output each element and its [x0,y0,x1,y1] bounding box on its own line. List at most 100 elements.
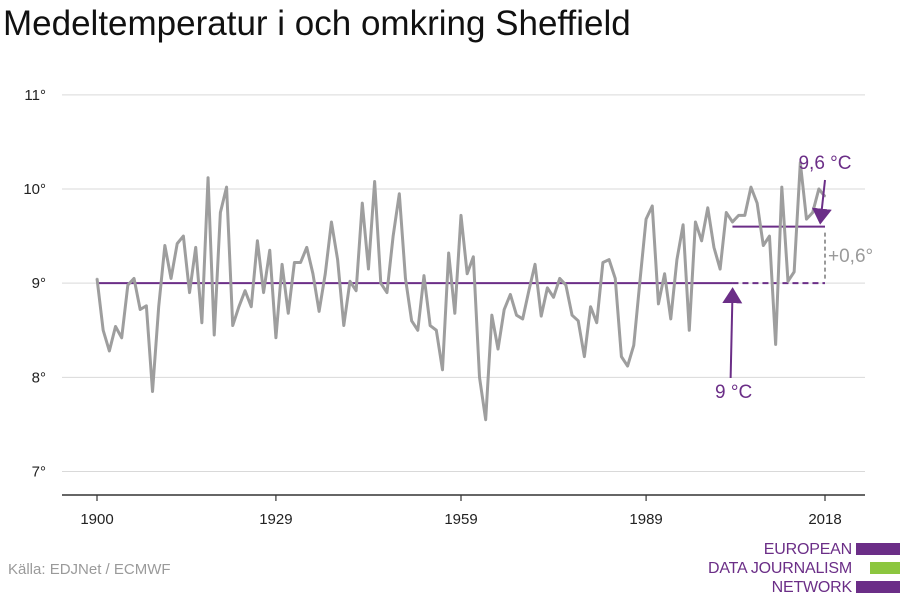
data-point-1905 [127,284,129,286]
data-point-1930 [281,263,283,266]
data-point-1986 [626,365,629,367]
data-point-2010 [774,343,777,346]
data-point-1968 [515,314,518,316]
data-point-1977 [571,314,573,316]
data-point-1965 [497,348,499,350]
data-point-1962 [478,376,481,379]
x-tick-label-1900: 1900 [80,511,113,528]
data-point-1915 [188,291,191,294]
data-point-1955 [435,329,438,332]
data-point-1987 [632,344,635,347]
logo-line-network: NETWORK [771,579,853,596]
data-point-1981 [595,321,598,324]
y-tick-label-8: 8° [32,369,46,386]
data-point-1942 [355,289,357,292]
data-point-2013 [793,271,795,273]
data-point-1990 [651,205,654,207]
logo-line-data-journalism: DATA JOURNALISM [708,560,852,577]
baseline-arrow [722,287,743,379]
data-point-1975 [558,277,561,280]
data-point-1980 [589,305,592,308]
data-point-1978 [577,320,580,322]
data-point-1972 [540,315,543,317]
y-tick-label-11: 11° [24,87,46,104]
data-point-1929 [275,336,277,339]
data-point-1901 [102,329,104,332]
data-point-2003 [731,221,734,223]
data-point-1946 [379,282,382,284]
data-point-1953 [423,274,425,277]
data-point-1949 [398,192,401,195]
recent-mean-label: 9,6 °C [798,153,851,174]
data-point-1940 [342,324,345,327]
data-point-1903 [114,325,117,328]
data-point-1957 [447,252,450,254]
data-point-1979 [583,355,586,358]
delta-label: +0,6° [828,246,873,267]
data-point-2009 [768,235,771,237]
data-point-1996 [688,329,691,332]
chart-title: Medeltemperatur i och omkring Sheffield [3,4,631,43]
data-point-1952 [417,329,419,332]
data-point-2008 [762,244,765,247]
data-point-1959 [460,214,462,217]
data-point-2002 [725,211,728,214]
x-tick-label-1959: 1959 [444,511,477,528]
data-point-1947 [386,291,388,294]
data-point-1976 [565,284,567,286]
data-point-1902 [108,350,111,352]
data-point-1908 [145,304,148,307]
data-point-2018 [824,195,826,198]
data-point-2000 [713,246,715,249]
data-point-1912 [170,277,172,280]
data-point-1917 [201,321,203,324]
logo-line-european: EUROPEAN [763,541,852,558]
temperature-chart: +0,6° 9,6 °C 9 °C 7° 8° 9° 10° 11° 1900 1929 1959… [23,87,873,528]
recent-mean-arrow [811,179,832,225]
data-point-2015 [805,218,808,220]
data-point-1910 [157,305,160,308]
data-point-1907 [139,308,141,311]
data-point-1922 [231,324,234,327]
data-point-1909 [151,390,154,393]
data-point-1994 [676,258,678,261]
data-point-2017 [818,188,820,190]
data-point-1991 [657,303,660,305]
data-point-2012 [787,280,789,283]
data-point-1974 [552,296,555,299]
data-point-1961 [472,255,475,258]
data-point-1982 [602,261,604,264]
data-point-1932 [293,261,296,264]
logo-bar-top [856,543,900,555]
data-point-1971 [534,263,536,266]
data-point-1927 [262,291,265,294]
data-point-2001 [719,268,721,270]
data-point-1923 [238,305,240,308]
data-point-1904 [120,336,123,339]
data-point-1960 [466,272,468,275]
data-point-1939 [336,258,339,261]
logo-bar-bottom [856,581,900,593]
data-point-1918 [207,176,209,179]
data-point-1967 [509,293,512,296]
data-point-1992 [663,272,666,275]
data-point-1998 [700,239,703,242]
data-point-1956 [441,369,444,371]
x-tick-label-1989: 1989 [629,511,662,528]
data-point-1988 [639,280,641,283]
data-point-1950 [404,277,407,280]
data-point-2006 [750,186,752,188]
data-point-1983 [608,258,610,261]
data-point-2014 [799,161,802,164]
data-point-2005 [743,214,746,217]
logo-bar-middle [870,562,900,574]
x-tick-label-1929: 1929 [259,511,292,528]
data-point-2007 [756,202,758,204]
data-point-1948 [392,235,394,237]
data-point-1921 [225,186,228,188]
data-point-1969 [521,318,524,320]
y-tick-label-9: 9° [32,275,46,292]
data-point-1951 [410,320,413,322]
data-point-1973 [546,287,549,289]
data-point-1933 [299,261,302,264]
